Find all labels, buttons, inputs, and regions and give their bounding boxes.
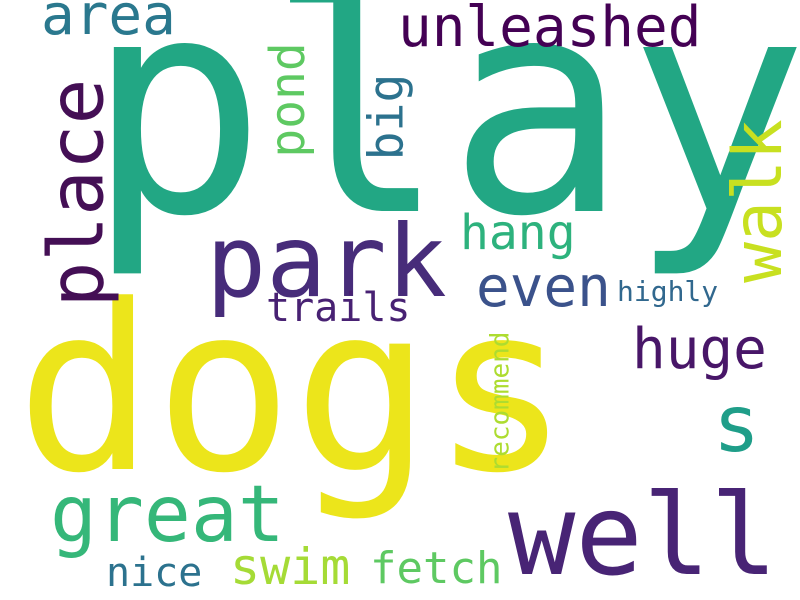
word-fetch: fetch xyxy=(370,543,503,594)
word-area: area xyxy=(41,0,176,48)
word-trails: trails xyxy=(266,285,411,331)
word-walk: walk xyxy=(718,119,798,283)
word-even: even xyxy=(476,255,611,320)
word-nice: nice xyxy=(106,550,203,596)
word-park: park xyxy=(206,203,447,320)
word-well: well xyxy=(508,471,778,600)
word-big: big xyxy=(358,73,415,161)
word-place: place xyxy=(31,78,121,308)
word-unleashed: unleashed xyxy=(398,0,702,60)
word-swim: swim xyxy=(230,538,351,596)
word-play: play xyxy=(86,0,800,282)
word-dogs: dogs xyxy=(16,257,570,524)
word-huge: huge xyxy=(632,317,767,382)
word-highly: highly xyxy=(617,275,719,308)
word-pond: pond xyxy=(259,42,316,158)
word-hang: hang xyxy=(460,205,576,261)
word-s: s xyxy=(713,380,760,470)
word-recommend: recommend xyxy=(485,331,516,473)
word-great: great xyxy=(50,470,285,560)
